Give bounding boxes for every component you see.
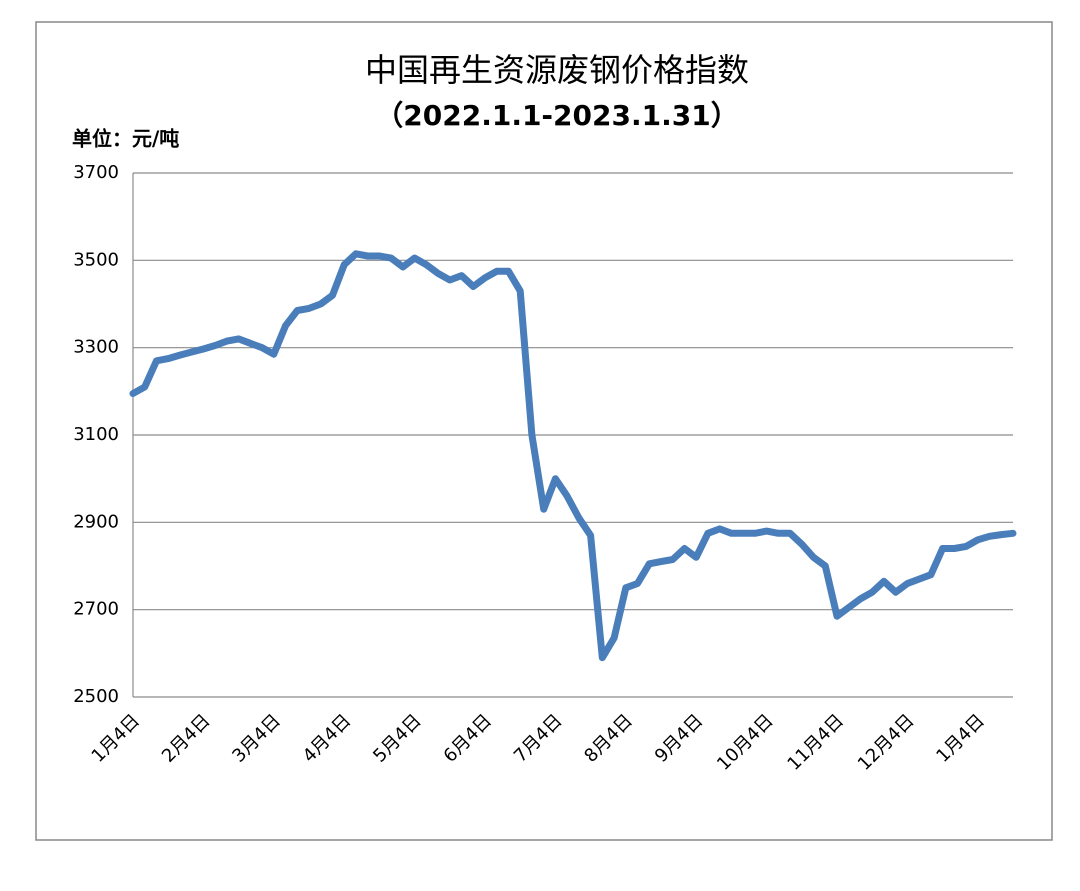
x-tick-label: 6月4日 xyxy=(440,710,497,767)
x-tick-label: 9月4日 xyxy=(651,710,708,767)
x-tick-label: 11月4日 xyxy=(783,710,848,775)
y-tick-label: 3300 xyxy=(73,337,119,358)
x-tick-label: 3月4日 xyxy=(228,710,285,767)
x-tick-label: 10月4日 xyxy=(713,710,778,775)
chart-title: 中国再生资源废钢价格指数 xyxy=(365,51,749,89)
chart-border xyxy=(35,21,1053,841)
y-tick-label: 3100 xyxy=(73,424,119,445)
data-line xyxy=(129,250,1017,662)
x-tick-label: 2月4日 xyxy=(158,710,215,767)
y-tick-label: 3700 xyxy=(73,162,119,183)
x-tick-label: 4月4日 xyxy=(299,710,356,767)
y-tick-label: 3500 xyxy=(73,249,119,270)
x-tick-label: 8月4日 xyxy=(580,710,637,767)
y-tick-label: 2500 xyxy=(73,686,119,707)
x-tick-label: 1月4日 xyxy=(932,710,989,767)
y-tick-label: 2900 xyxy=(73,511,119,532)
x-tick-label: 7月4日 xyxy=(510,710,567,767)
x-tick-label: 1月4日 xyxy=(88,710,145,767)
x-tick-label: 5月4日 xyxy=(369,710,426,767)
y-tick-label: 2700 xyxy=(73,599,119,620)
chart-subtitle: （2022.1.1-2023.1.31） xyxy=(375,99,738,132)
x-tick-label: 12月4日 xyxy=(854,710,919,775)
unit-label: 单位：元/吨 xyxy=(72,127,179,151)
